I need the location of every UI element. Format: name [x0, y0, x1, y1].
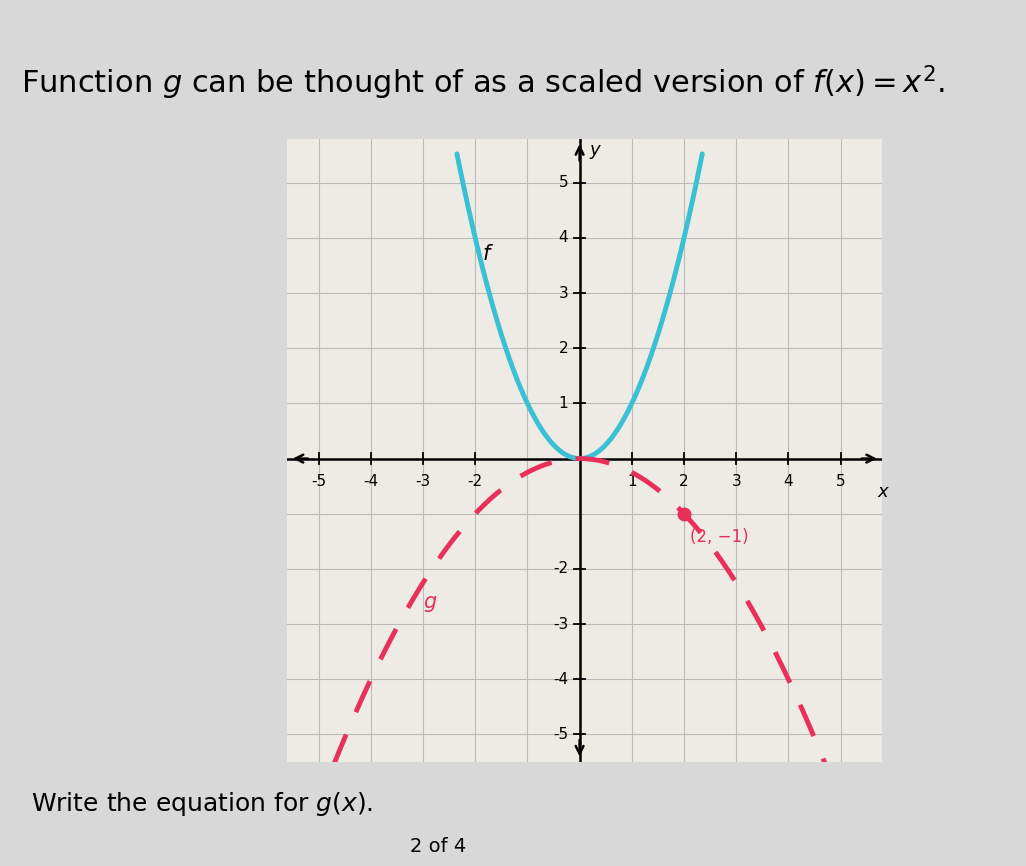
Text: Write the equation for $g(x)$.: Write the equation for $g(x)$.	[31, 790, 372, 818]
Text: x: x	[877, 483, 887, 501]
Text: (2, −1): (2, −1)	[690, 527, 749, 546]
Text: 3: 3	[732, 474, 741, 489]
Text: -5: -5	[553, 727, 568, 742]
Text: 2: 2	[679, 474, 688, 489]
Text: -5: -5	[311, 474, 326, 489]
Text: -4: -4	[553, 672, 568, 687]
Text: -3: -3	[416, 474, 431, 489]
Text: Function $g$ can be thought of as a scaled version of $f(x)=x^2$.: Function $g$ can be thought of as a scal…	[21, 63, 945, 101]
Text: -4: -4	[363, 474, 379, 489]
Text: 1: 1	[627, 474, 636, 489]
Text: 4: 4	[558, 230, 568, 245]
Text: 4: 4	[784, 474, 793, 489]
Text: 5: 5	[558, 175, 568, 191]
Text: 2 of 4: 2 of 4	[410, 837, 467, 856]
Text: -2: -2	[553, 561, 568, 577]
Text: 5: 5	[836, 474, 845, 489]
Text: y: y	[589, 141, 599, 159]
Text: -2: -2	[468, 474, 483, 489]
Text: 3: 3	[558, 286, 568, 301]
Text: f: f	[483, 244, 490, 264]
Text: -3: -3	[553, 617, 568, 631]
Text: 2: 2	[558, 340, 568, 356]
Text: g: g	[423, 591, 436, 611]
Text: 1: 1	[558, 396, 568, 411]
